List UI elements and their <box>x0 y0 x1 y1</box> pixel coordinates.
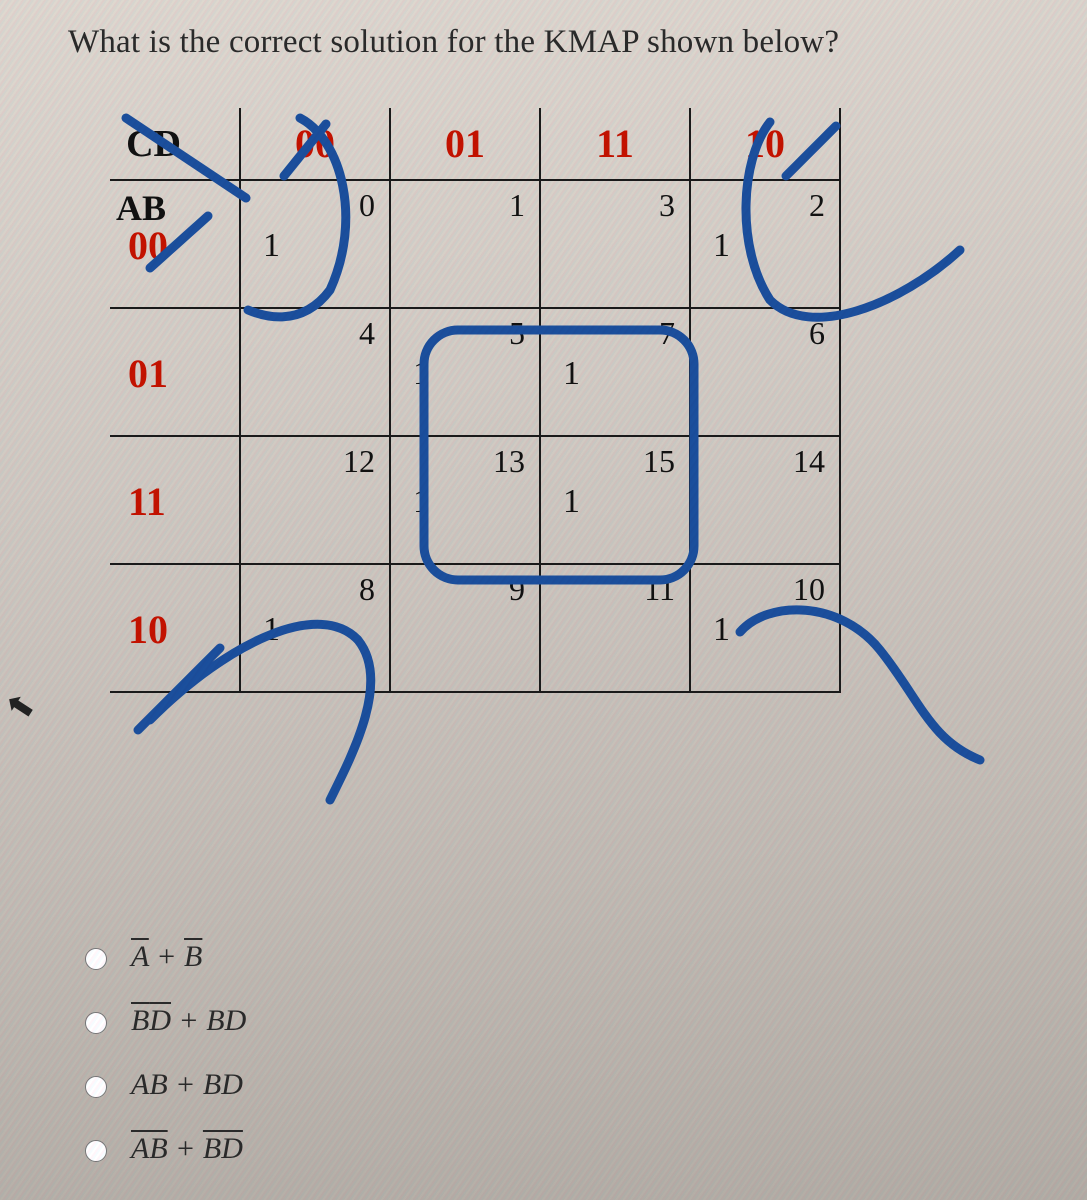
cell-1: 1 <box>390 180 540 308</box>
cell-7: 71 <box>540 308 690 436</box>
option-b-radio[interactable] <box>85 1012 107 1034</box>
cell-8: 81 <box>240 564 390 692</box>
row-head-11: 11 <box>110 436 240 564</box>
row-head-01: 01 <box>110 308 240 436</box>
cell-13: 131 <box>390 436 540 564</box>
cell-14: 14 <box>690 436 840 564</box>
row-head-10: 10 <box>110 564 240 692</box>
cell-15: 151 <box>540 436 690 564</box>
option-d-radio[interactable] <box>85 1140 107 1162</box>
cell-0: 01 <box>240 180 390 308</box>
cell-10: 101 <box>690 564 840 692</box>
option-c-label: AB + BD <box>131 1068 243 1102</box>
row-head-00: AB 00 <box>110 180 240 308</box>
col-var-label: CD <box>126 122 181 166</box>
question-text: What is the correct solution for the KMA… <box>68 24 839 61</box>
col-head-01: 01 <box>390 108 540 180</box>
option-a-radio[interactable] <box>85 948 107 970</box>
cell-6: 6 <box>690 308 840 436</box>
col-head-10: 10 <box>690 108 840 180</box>
option-d[interactable]: AB + BD <box>80 1132 246 1166</box>
cell-11: 11 <box>540 564 690 692</box>
option-b-label: BD + BD <box>131 1004 246 1038</box>
option-a-label: A + B <box>131 940 202 974</box>
option-b[interactable]: BD + BD <box>80 1004 246 1038</box>
cell-2: 21 <box>690 180 840 308</box>
kmap-table: CD 00 01 11 10 AB 00 01 1 3 21 01 4 51 7… <box>110 108 900 693</box>
kmap-corner: CD <box>110 108 240 180</box>
option-a[interactable]: A + B <box>80 940 246 974</box>
col-head-00: 00 <box>240 108 390 180</box>
cell-5: 51 <box>390 308 540 436</box>
answer-options: A + B BD + BD AB + BD AB + BD <box>80 940 246 1196</box>
col-head-11: 11 <box>540 108 690 180</box>
cell-4: 4 <box>240 308 390 436</box>
cell-12: 12 <box>240 436 390 564</box>
cell-9: 9 <box>390 564 540 692</box>
option-c[interactable]: AB + BD <box>80 1068 246 1102</box>
option-d-label: AB + BD <box>131 1132 243 1166</box>
cell-3: 3 <box>540 180 690 308</box>
option-c-radio[interactable] <box>85 1076 107 1098</box>
